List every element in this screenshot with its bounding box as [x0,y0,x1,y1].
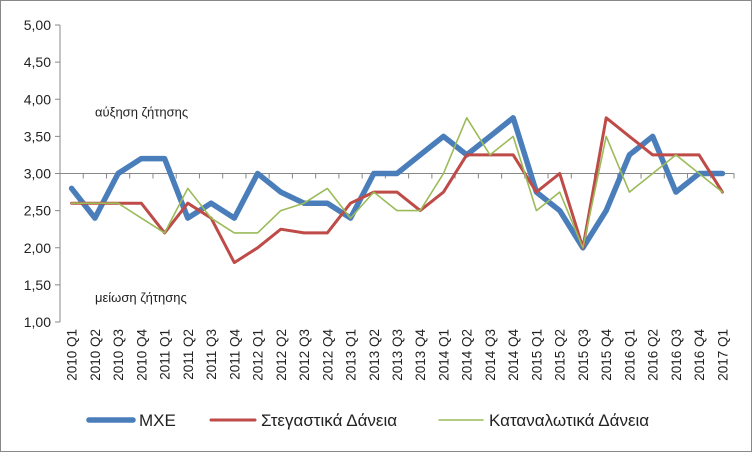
y-tick-label: 1,50 [24,277,51,293]
annotation-text: μείωση ζήτησης [95,290,187,305]
x-tick-label: 2013 Q1 [344,329,359,381]
series-line-1 [68,115,726,251]
series-lines [68,115,726,265]
x-tick-label: 2015 Q1 [529,329,544,381]
series-line-2 [70,116,724,265]
y-tick-label: 2,00 [24,240,51,256]
x-tick-label: 2015 Q3 [576,329,591,381]
x-tick-label: 2011 Q1 [158,329,173,380]
x-tick-label: 2016 Q4 [692,329,707,381]
x-tick-label: 2016 Q2 [646,329,661,381]
x-tick-label: 2015 Q4 [599,329,614,381]
x-tick-label: 2011 Q4 [227,329,242,380]
x-tick-label: 2013 Q4 [413,329,428,381]
y-tick-label: 4,00 [24,91,51,107]
x-tick-label: 2013 Q2 [367,329,382,381]
x-tick-label: 2015 Q2 [553,329,568,381]
y-tick-label: 4,50 [24,54,51,70]
x-tick-label: 2014 Q3 [483,329,498,381]
y-tick-label: 1,00 [24,314,51,330]
x-tick-label: 2011 Q2 [181,329,196,380]
annotations: αύξηση ζήτησης μείωση ζήτησης [95,105,188,306]
legend-label-1: ΜΧΕ [139,411,176,430]
x-tick-label: 2011 Q3 [204,329,219,380]
x-tick-label: 2010 Q4 [134,329,149,381]
x-tick-label: 2013 Q3 [390,329,405,381]
x-tick-label: 2010 Q3 [111,329,126,381]
x-tick-label: 2014 Q4 [506,329,521,381]
x-tick-label: 2014 Q1 [436,329,451,381]
legend-label-2: Στεγαστικά Δάνεια [261,411,397,430]
x-tick-label: 2010 Q1 [65,329,80,381]
x-axis-ticks: 2010 Q1 2010 Q2 2010 Q3 2010 Q4 2011 Q1 2011 … [65,329,731,381]
x-tick-label: 2016 Q1 [622,329,637,381]
y-axis-ticks: 1,00 1,50 2,00 2,50 3,00 3,50 4,00 4,50 5,00 [24,17,60,330]
legend: ΜΧΕ Στεγαστικά Δάνεια Καταναλωτικά Δάνεια [86,411,649,430]
x-tick-label: 2012 Q4 [320,329,335,381]
x-tick-label: 2016 Q3 [669,329,684,381]
y-tick-label: 5,00 [24,17,51,33]
y-tick-label: 3,00 [24,166,51,182]
x-tick-label: 2012 Q1 [251,329,266,381]
x-tick-label: 2017 Q1 [715,329,730,381]
x-tick-label: 2012 Q3 [297,329,312,381]
x-tick-label: 2012 Q2 [274,329,289,381]
series-line-3 [70,117,724,249]
x-tick-label: 2014 Q2 [460,329,475,381]
annotation-text: αύξηση ζήτησης [95,105,188,120]
y-tick-label: 3,50 [24,128,51,144]
legend-label-3: Καταναλωτικά Δάνεια [489,411,649,430]
y-tick-label: 2,50 [24,203,51,219]
x-tick-label: 2010 Q2 [88,329,103,381]
